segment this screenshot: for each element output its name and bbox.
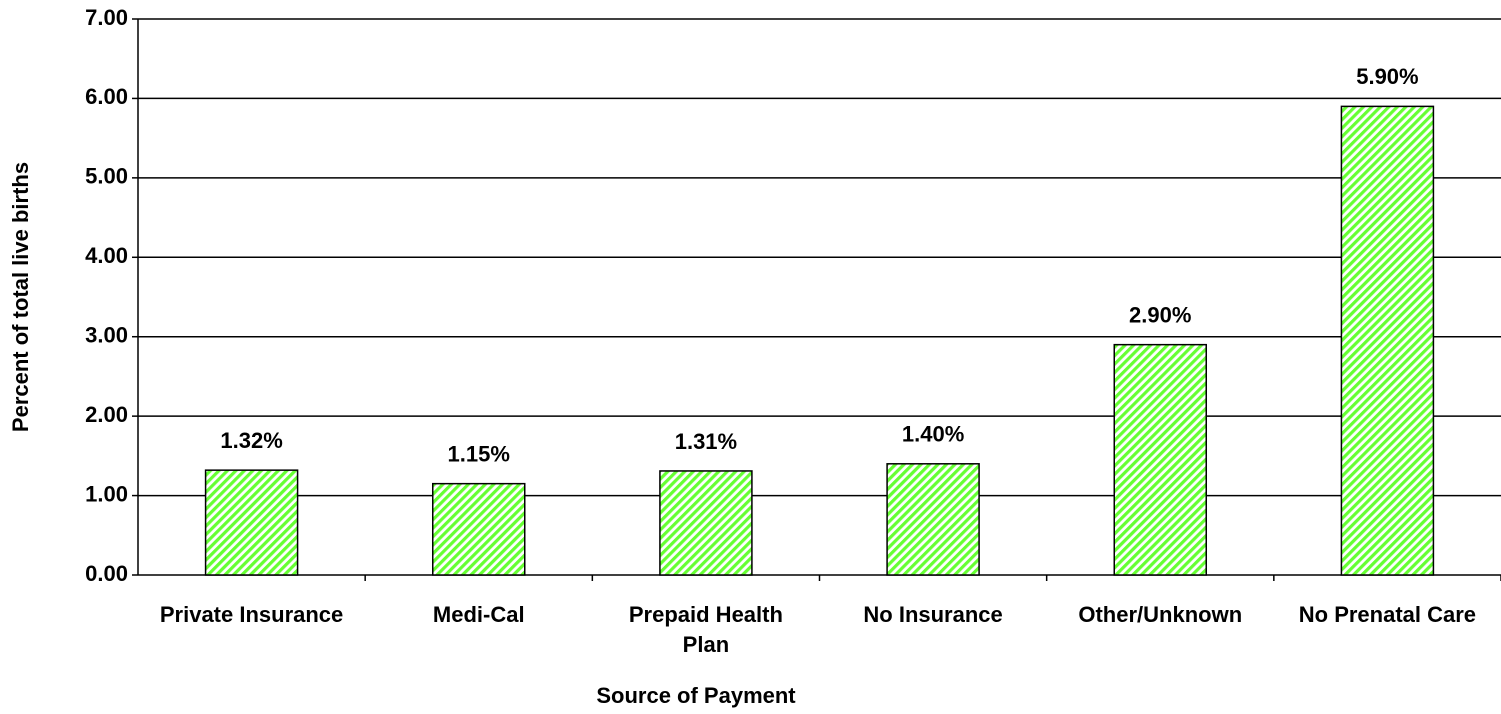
x-tick-label: No Insurance <box>863 602 1003 627</box>
bar <box>432 482 526 576</box>
y-tick-label: 0.00 <box>85 561 128 586</box>
x-tick-label: Other/Unknown <box>1078 602 1243 627</box>
x-tick-label: Prepaid Health Plan <box>628 602 783 657</box>
value-label: 5.90% <box>1356 64 1418 89</box>
x-axis-title: Source of Payment <box>596 683 796 708</box>
x-tick-label: Medi-Cal <box>432 602 525 627</box>
value-label: 2.90% <box>1129 302 1191 327</box>
value-label: 1.31% <box>675 429 737 454</box>
bar <box>1340 105 1435 576</box>
bar <box>886 463 980 576</box>
x-tick-label: Private Insurance <box>159 602 344 627</box>
value-label: 1.32% <box>220 428 282 453</box>
y-tick-label: 6.00 <box>85 84 128 109</box>
y-tick-label: 1.00 <box>85 481 128 506</box>
bar <box>1113 343 1207 576</box>
bar <box>204 469 299 576</box>
x-tick-label: No Prenatal Care <box>1298 602 1477 627</box>
y-tick-label: 3.00 <box>85 323 128 348</box>
y-tick-label: 5.00 <box>85 164 128 189</box>
y-tick-label: 4.00 <box>85 243 128 268</box>
value-label: 1.15% <box>448 441 510 466</box>
y-tick-label: 7.00 <box>85 5 128 30</box>
bar <box>659 470 753 576</box>
y-tick-label: 2.00 <box>85 402 128 427</box>
y-axis-title: Percent of total live births <box>8 162 33 432</box>
value-label: 1.40% <box>902 422 964 447</box>
